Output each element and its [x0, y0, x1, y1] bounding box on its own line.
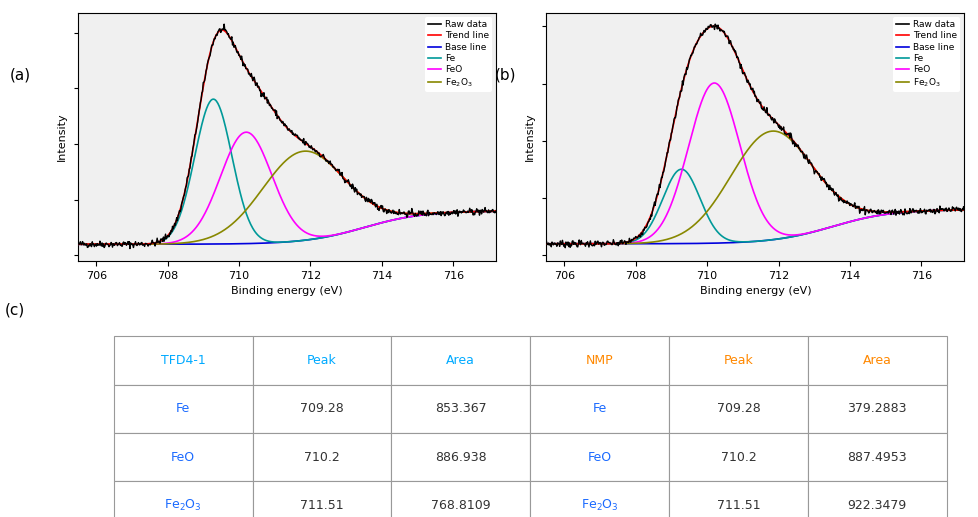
Text: (c): (c): [5, 302, 25, 318]
Legend: Raw data, Trend line, Base line, Fe, FeO, Fe$_2$O$_3$: Raw data, Trend line, Base line, Fe, FeO…: [892, 18, 958, 92]
X-axis label: Binding energy (eV): Binding energy (eV): [231, 286, 342, 296]
Legend: Raw data, Trend line, Base line, Fe, FeO, Fe$_2$O$_3$: Raw data, Trend line, Base line, Fe, FeO…: [424, 18, 491, 92]
Text: (b): (b): [494, 67, 515, 82]
Text: (a): (a): [10, 67, 31, 82]
Y-axis label: Intensity: Intensity: [524, 113, 534, 161]
Y-axis label: Intensity: Intensity: [57, 113, 67, 161]
X-axis label: Binding energy (eV): Binding energy (eV): [699, 286, 811, 296]
